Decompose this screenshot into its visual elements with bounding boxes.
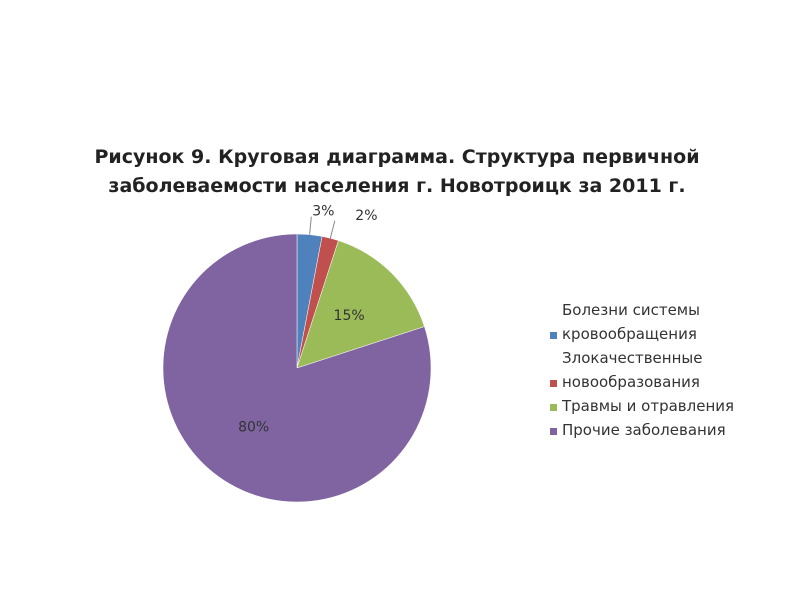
pie-slice <box>162 233 432 503</box>
chart-title: Рисунок 9. Круговая диаграмма. Структура… <box>94 146 699 168</box>
pie-slice <box>296 240 425 369</box>
data-label: 80% <box>238 420 269 436</box>
data-label: 2% <box>355 208 377 224</box>
legend-label: Болезни системы кровообращения <box>562 301 700 343</box>
legend-item: Злокачественные новообразования <box>550 346 755 394</box>
legend-swatch <box>550 380 557 387</box>
leader-line <box>329 220 336 239</box>
legend-item: Болезни системы кровообращения <box>550 298 755 346</box>
legend-item: Травмы и отравления <box>550 394 755 418</box>
leader-line <box>309 216 312 235</box>
legend-swatch <box>550 404 557 411</box>
legend-swatch <box>550 428 557 435</box>
legend: Болезни системы кровообращения Злокачеств… <box>550 298 755 442</box>
data-label: 15% <box>334 308 365 324</box>
data-label: 3% <box>312 204 334 220</box>
legend-label: Травмы и отравления <box>562 397 735 415</box>
chart-title: заболеваемости населения г. Новотроицк з… <box>108 175 685 197</box>
legend-swatch <box>550 332 557 339</box>
legend-item: Прочие заболевания <box>550 418 755 442</box>
legend-label: Прочие заболевания <box>562 421 726 439</box>
legend-label: Злокачественные новообразования <box>562 349 703 391</box>
